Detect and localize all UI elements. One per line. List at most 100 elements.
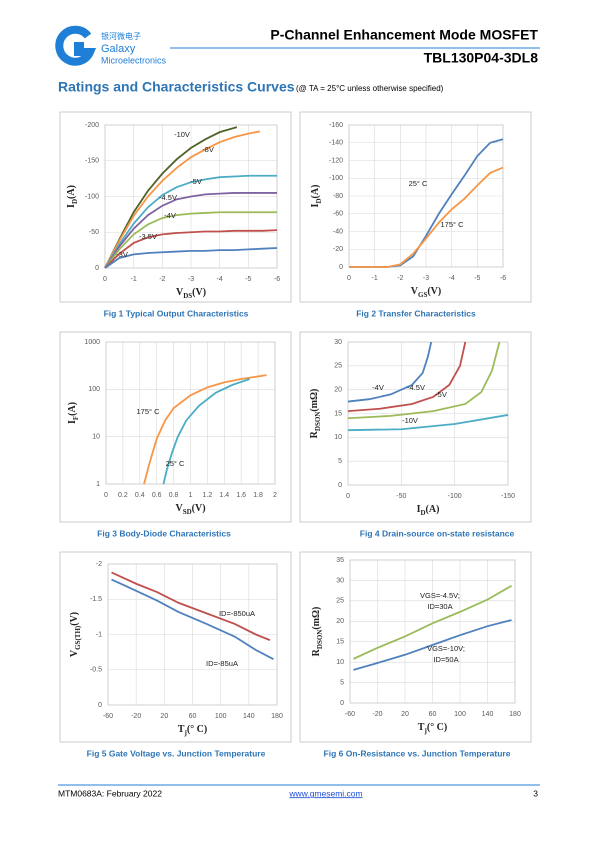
axis-label-part: j <box>423 727 426 735</box>
plot-border <box>347 341 509 486</box>
x-tick-label: -3 <box>423 275 429 282</box>
axis-label-part: F <box>72 416 80 420</box>
y-tick-label: -120 <box>329 157 343 164</box>
axis-label-part: (A) <box>66 185 77 199</box>
x-tick-label: -20 <box>372 711 382 718</box>
series-line <box>347 414 509 432</box>
axis-label: RDSON(mΩ) <box>311 607 323 657</box>
chart-frame <box>59 111 292 303</box>
axis-label-part: DSON <box>314 412 322 431</box>
x-tick-label: -20 <box>131 713 141 720</box>
x-tick-label: 60 <box>429 711 437 718</box>
y-tick-label: 0 <box>339 264 343 271</box>
axis-label-part: (A) <box>310 185 321 199</box>
y-tick-label: 0 <box>98 702 102 709</box>
x-tick-label: -6 <box>500 275 506 282</box>
y-tick-label: 10 <box>336 659 344 666</box>
y-tick-label: -1 <box>96 631 102 638</box>
series-line <box>104 229 278 269</box>
axis-label-part: V <box>176 287 184 298</box>
x-tick-label: -1 <box>372 275 378 282</box>
series-line <box>104 211 277 269</box>
series-label: 25° C <box>409 179 428 188</box>
y-tick-label: 25 <box>334 363 342 370</box>
x-tick-label: 0 <box>347 275 351 282</box>
series-line <box>104 174 277 269</box>
series-line <box>104 130 260 269</box>
axis-label-part: (° C) <box>187 724 207 735</box>
x-tick-label: 180 <box>271 713 283 720</box>
series-label: -4V <box>164 211 176 220</box>
x-tick-label: -60 <box>345 711 355 718</box>
x-tick-label: 180 <box>509 711 521 718</box>
axis-label-part: j <box>183 729 186 737</box>
series-label: ID=30A <box>427 602 452 611</box>
y-tick-label: 25 <box>336 598 344 605</box>
axis-label: ID(A) <box>66 185 78 208</box>
axis-label-part: D <box>315 198 323 203</box>
y-tick-label: 1000 <box>84 339 100 346</box>
axis-label-part: I <box>67 420 78 424</box>
plot-border <box>348 124 504 268</box>
axis-label-part: T <box>178 724 185 735</box>
x-tick-label: -4 <box>449 275 455 282</box>
y-tick-label: -100 <box>85 193 99 200</box>
y-tick-label: 35 <box>336 557 344 564</box>
series-line <box>104 247 278 269</box>
x-tick-label: 1 <box>189 492 193 499</box>
axis-label-part: T <box>418 722 425 733</box>
axis-label: Tj(° C) <box>418 722 447 734</box>
x-tick-label: 60 <box>189 713 197 720</box>
series-line <box>162 378 250 485</box>
axis-label-part: (V) <box>69 612 80 626</box>
series-label: 25° C <box>166 459 185 468</box>
logo-name: Galaxy <box>101 43 136 55</box>
doc-title: P-Channel Enhancement Mode MOSFET <box>270 27 538 43</box>
x-tick-label: -2 <box>159 276 165 283</box>
footer-link[interactable]: www.gmesemi.com <box>288 788 362 798</box>
axis-label: VSD(V) <box>175 503 205 515</box>
y-tick-label: 0 <box>95 265 99 272</box>
x-tick-label: 0 <box>104 492 108 499</box>
series-label: -4.5V <box>159 193 177 202</box>
series-line <box>104 192 277 269</box>
axis-label-part: (mΩ) <box>311 607 322 630</box>
series-label: ID=-85uA <box>206 659 238 668</box>
series-label: VGS=-4.5V; <box>420 591 460 600</box>
axis-label: IF(A) <box>67 402 79 424</box>
y-tick-label: -150 <box>85 158 99 165</box>
x-tick-label: -5 <box>474 275 480 282</box>
chart-frame <box>299 551 532 743</box>
x-tick-label: 1.4 <box>219 492 229 499</box>
axis-label-part: (V) <box>192 503 206 514</box>
x-tick-label: 20 <box>401 711 409 718</box>
y-tick-label: -40 <box>333 228 343 235</box>
axis-label: ID(A) <box>417 504 440 516</box>
x-tick-label: 0 <box>103 276 107 283</box>
y-tick-label: 15 <box>336 639 344 646</box>
x-tick-label: -50 <box>396 493 406 500</box>
axis-label-part: SD <box>183 508 192 516</box>
x-tick-label: 100 <box>215 713 227 720</box>
y-tick-label: 20 <box>334 387 342 394</box>
x-tick-label: 100 <box>454 711 466 718</box>
part-number: TBL130P04-3DL8 <box>424 50 539 66</box>
series-label: 175° C <box>136 407 160 416</box>
plot-border <box>105 341 276 485</box>
chart-frame <box>299 111 532 303</box>
axis-label-part: GS(TH) <box>74 625 82 650</box>
series-label: -5V <box>190 177 202 186</box>
y-tick-label: -140 <box>329 140 343 147</box>
x-tick-label: 0.6 <box>152 492 162 499</box>
x-tick-label: 0.8 <box>169 492 179 499</box>
axis-label: VGS(V) <box>411 286 441 298</box>
y-tick-label: 30 <box>336 577 344 584</box>
axis-label-part: (V) <box>192 287 206 298</box>
x-tick-label: -60 <box>103 713 113 720</box>
plot-border <box>349 559 516 704</box>
axis-label: VDS(V) <box>176 287 206 299</box>
figure-caption: Fig 4 Drain-source on-state resistance <box>360 528 515 538</box>
y-tick-label: -0.5 <box>90 667 102 674</box>
series-line <box>353 619 512 671</box>
